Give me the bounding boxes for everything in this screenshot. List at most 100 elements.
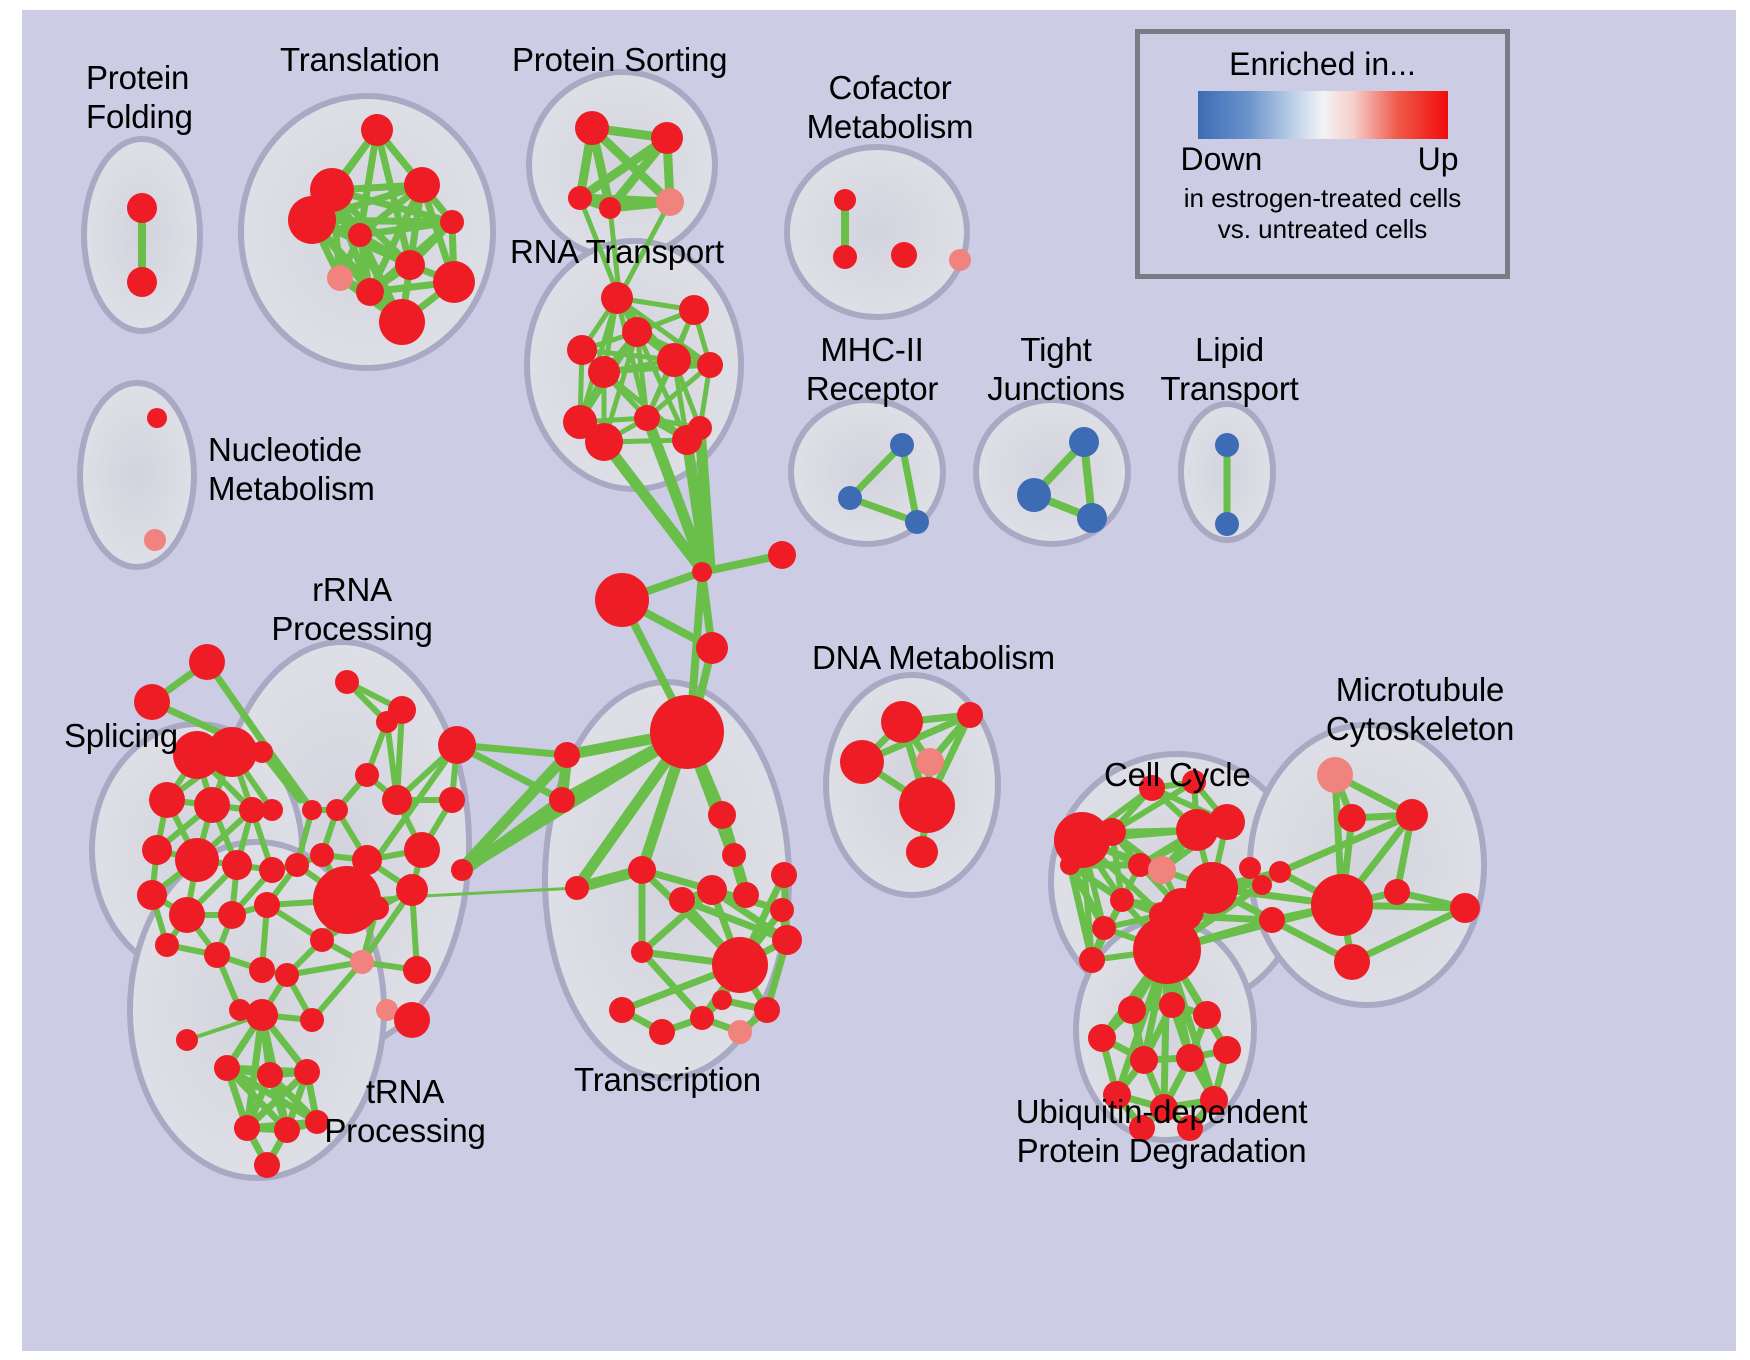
node [650,695,724,769]
node [327,265,353,291]
cluster-label-tight-junctions: Tight Junctions [987,331,1125,407]
node [300,1008,324,1032]
node [890,433,914,457]
node [394,1002,430,1038]
node [1148,856,1176,884]
node [770,898,794,922]
node [1176,809,1218,851]
node [147,408,167,428]
node [768,541,796,569]
node [1252,875,1272,895]
node [722,843,746,867]
node [588,356,620,388]
node [313,866,381,934]
cluster-label-dna-metabolism: DNA Metabolism [812,639,1055,676]
node [1069,427,1099,457]
cluster-label-cell-cycle: Cell Cycle [1104,756,1251,793]
node [840,740,884,784]
node [218,901,246,929]
network-nodes [127,111,1480,1178]
node [404,167,440,203]
node [1060,855,1080,875]
cluster-label-cofactor-metabolism: Cofactor Metabolism [806,69,974,145]
node [1338,804,1366,832]
node [259,857,285,883]
cluster-label-nucleotide-metabolism: Nucleotide Metabolism [208,431,375,507]
cluster-label-rrna-processing: rRNA Processing [271,571,433,647]
node [657,343,691,377]
node [1017,478,1051,512]
cluster-label-protein-sorting: Protein Sorting [512,41,728,78]
node [285,853,309,877]
node [1215,512,1239,536]
node [1450,893,1480,923]
node [1176,1044,1204,1072]
node [376,999,398,1021]
node [155,933,179,957]
node [609,997,635,1023]
node [838,486,862,510]
node [1259,907,1285,933]
node [395,250,425,280]
node [1209,804,1245,840]
node [348,223,372,247]
node [565,876,589,900]
node [688,416,712,440]
node [905,510,929,534]
node [554,742,580,768]
node [305,1110,329,1134]
node [708,801,736,829]
node [1384,879,1410,905]
node [438,726,476,764]
node [1077,503,1107,533]
legend-title: Enriched in... [1229,46,1416,82]
cluster-label-transcription: Transcription [574,1061,761,1098]
node [692,562,712,582]
legend-down-label: Down [1180,141,1263,177]
node [1182,770,1206,794]
network-canvas: Protein Folding Translation Protein Sorti… [22,10,1736,1351]
node [649,1019,675,1045]
node [137,880,167,910]
node [651,122,683,154]
node [712,990,732,1010]
cluster-label-microtubule-cytoskeleton: Microtubule Cytoskeleton [1325,671,1515,747]
node [355,763,379,787]
node [194,787,230,823]
node [1311,874,1373,936]
node [833,245,857,269]
node [433,261,475,303]
node [1110,888,1134,912]
legend-up-label: Up [1417,141,1459,177]
node [697,352,723,378]
node [697,875,727,905]
node [127,267,157,297]
cluster-label-splicing: Splicing [64,717,178,754]
node [326,799,348,821]
node [728,1020,752,1044]
node [733,882,759,908]
cluster-label-lipid-transport: Lipid Transport [1160,331,1299,407]
hull-nucleotide [77,380,197,570]
node [772,925,802,955]
node [906,836,938,868]
node [222,850,252,880]
node [396,874,428,906]
node [1130,1046,1158,1074]
node [239,797,265,823]
node [439,787,465,813]
cluster-label-mhc-ii-receptor: MHC-II Receptor [805,331,939,407]
node [916,748,944,776]
node [1239,857,1261,879]
node [169,897,205,933]
legend-subtitle-line2: vs. untreated cells [1217,214,1428,244]
node [254,1152,280,1178]
node [1317,757,1353,793]
node [310,928,334,952]
node [1088,1024,1116,1052]
node [275,963,299,987]
legend-endpoints: Down Up [1173,141,1473,181]
node [1079,947,1105,973]
node [549,787,575,813]
legend-color-gradient-bar [1197,91,1448,139]
